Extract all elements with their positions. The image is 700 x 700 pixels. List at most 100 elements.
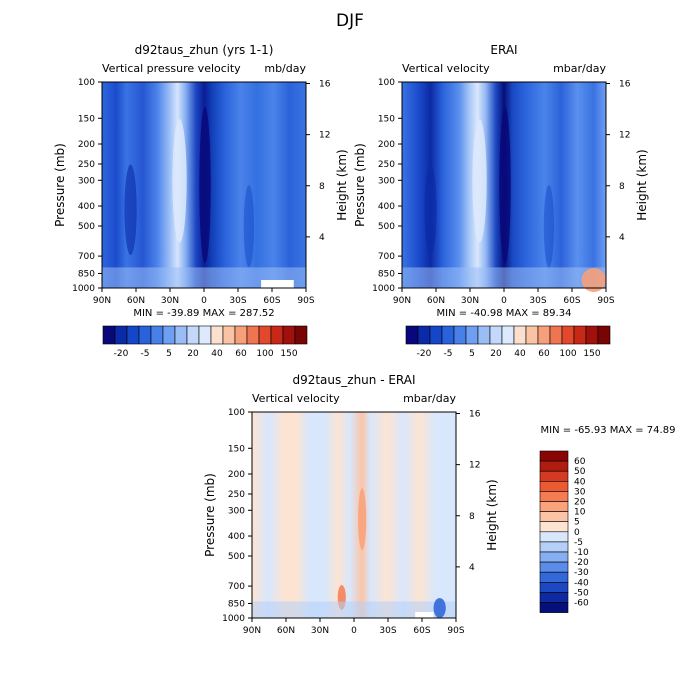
colorbar-tick-label: 100 <box>256 349 273 359</box>
field-cell <box>543 185 554 268</box>
y-tick-label: 200 <box>78 140 95 150</box>
x-tick-label: 90S <box>447 626 464 636</box>
field-cell <box>102 267 306 288</box>
x-tick-label: 30N <box>161 296 179 306</box>
y-right-tick-label: 4 <box>319 233 325 243</box>
x-tick-label: 90N <box>243 626 261 636</box>
colorbar-swatch <box>234 325 248 345</box>
y-tick-label: 700 <box>78 252 95 262</box>
page-title: DJF <box>336 11 364 31</box>
y-tick-label: 300 <box>78 176 95 186</box>
colorbar-tick-label: -60 <box>574 599 589 609</box>
field-cell <box>358 488 367 551</box>
y-right-axis-label: Height (km) <box>485 479 499 550</box>
y-tick-label: 300 <box>228 506 245 516</box>
field-cell <box>172 119 187 243</box>
colorbar-tick-label: 5 <box>469 349 475 359</box>
field-cell <box>243 185 254 268</box>
y-tick-label: 400 <box>228 532 245 542</box>
y-right-tick-label: 16 <box>469 410 481 420</box>
colorbar-swatch <box>539 541 569 553</box>
colorbar-tick-label: 150 <box>280 349 297 359</box>
colorbar-tick-label: 100 <box>559 349 576 359</box>
y-tick-label: 400 <box>378 202 395 212</box>
y-tick-label: 700 <box>228 582 245 592</box>
field-cell <box>199 106 211 264</box>
panel-subtitle-right: mbar/day <box>403 392 456 405</box>
y-tick-label: 400 <box>78 202 95 212</box>
y-tick-label: 1000 <box>72 284 95 294</box>
y-tick-label: 250 <box>228 490 245 500</box>
y-axis-label: Pressure (mb) <box>203 473 217 557</box>
colorbar-tick-label: -10 <box>574 548 589 558</box>
colorbar-swatch <box>405 325 419 345</box>
colorbar-swatch <box>539 551 569 563</box>
colorbar-tick-label: -20 <box>574 558 589 568</box>
chart-panel-3: d92taus_zhun - ERAI Vertical velocity mbar… <box>203 373 675 636</box>
x-tick-label: 30S <box>529 296 546 306</box>
colorbar-swatch <box>186 325 200 345</box>
colorbar-tick-label: 50 <box>574 467 586 477</box>
y-tick-label: 250 <box>78 160 95 170</box>
y-tick-label: 100 <box>378 78 395 88</box>
min-max-label: MIN = -39.89 MAX = 287.52 <box>133 308 274 319</box>
x-tick-label: 90S <box>297 296 314 306</box>
field-cell <box>472 119 487 243</box>
colorbar-tick-label: 5 <box>574 518 580 528</box>
panel-subtitle-left: Vertical pressure velocity <box>102 62 241 75</box>
colorbar-swatch <box>210 325 224 345</box>
x-tick-label: 90N <box>393 296 411 306</box>
y-tick-label: 500 <box>78 222 95 232</box>
colorbar-swatch <box>537 325 551 345</box>
colorbar-swatch <box>465 325 479 345</box>
colorbar-tick-label: 0 <box>574 528 580 538</box>
y-tick-label: 850 <box>78 269 95 279</box>
colorbar-tick-label: 60 <box>574 457 586 467</box>
colorbar-swatch <box>539 470 569 482</box>
colorbar-swatch <box>539 511 569 523</box>
colorbar-swatch <box>539 491 569 502</box>
y-tick-label: 850 <box>228 599 245 609</box>
x-tick-label: 30S <box>379 626 396 636</box>
y-tick-label: 700 <box>378 252 395 262</box>
y-right-axis-label: Height (km) <box>335 149 349 220</box>
y-tick-label: 850 <box>378 269 395 279</box>
y-right-tick-label: 16 <box>619 80 631 90</box>
y-right-tick-label: 8 <box>619 182 625 192</box>
y-right-tick-label: 16 <box>319 80 331 90</box>
colorbar-tick-label: 60 <box>235 349 247 359</box>
colorbar-tick-label: 30 <box>574 487 586 497</box>
colorbar-swatch <box>138 325 152 345</box>
colorbar-swatch <box>477 325 491 345</box>
x-tick-label: 0 <box>351 626 357 636</box>
panel-subtitle-left: Vertical velocity <box>252 392 340 405</box>
colorbar-swatch <box>539 581 569 593</box>
colorbar-tick-label: 5 <box>166 349 172 359</box>
colorbar-swatch <box>282 325 296 345</box>
colorbar-swatch <box>126 325 140 345</box>
colorbar-swatch <box>525 325 539 345</box>
colorbar-swatch <box>294 325 308 345</box>
field-cell <box>124 164 137 256</box>
colorbar-swatch <box>489 325 503 345</box>
colorbar-swatch <box>539 531 569 543</box>
colorbar-tick-label: -5 <box>574 538 583 548</box>
colorbar-swatch <box>150 325 164 345</box>
colorbar-swatch <box>174 325 188 345</box>
field-cell <box>581 268 606 292</box>
x-tick-label: 90N <box>93 296 111 306</box>
panel-title: ERAI <box>490 43 517 57</box>
colorbar-tick-label: 40 <box>211 349 223 359</box>
y-tick-label: 150 <box>228 444 245 454</box>
chart-panel-1: d92taus_zhun (yrs 1-1) Vertical pressure … <box>53 43 349 359</box>
y-axis-label: Pressure (mb) <box>53 143 67 227</box>
colorbar-tick-label: -20 <box>114 349 129 359</box>
panel-subtitle-left: Vertical velocity <box>402 62 490 75</box>
x-tick-label: 60S <box>563 296 580 306</box>
colorbar-swatch <box>501 325 515 345</box>
field-cell <box>402 267 606 288</box>
field-cell <box>252 601 456 618</box>
x-tick-label: 0 <box>501 296 507 306</box>
